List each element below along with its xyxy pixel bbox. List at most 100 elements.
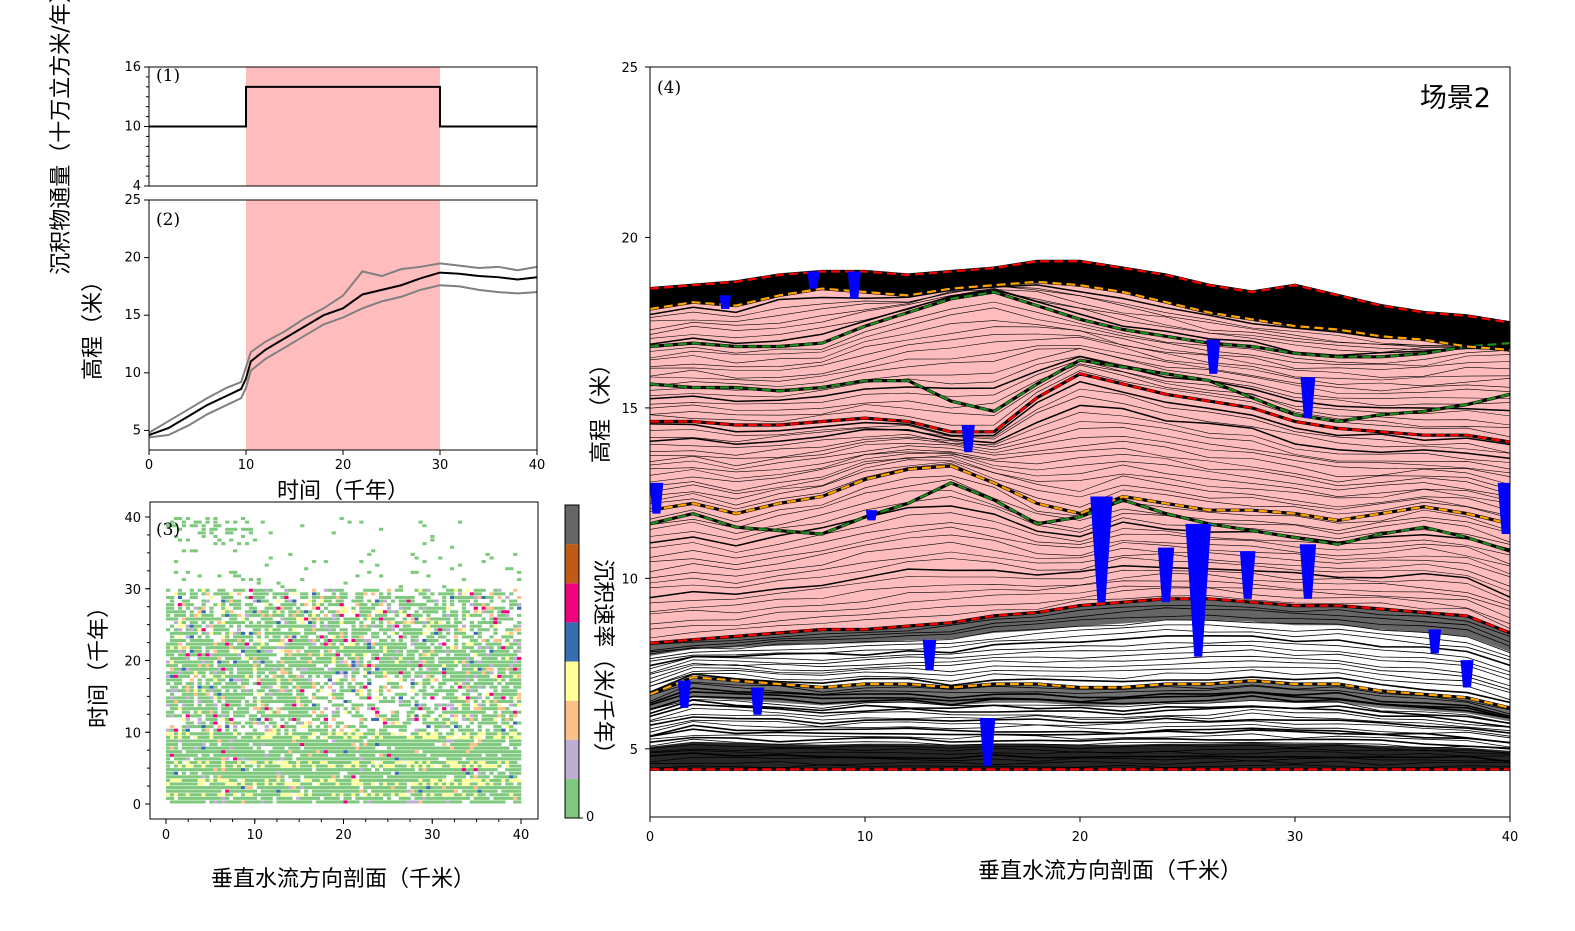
heatmap-cell xyxy=(272,771,277,775)
heatmap-cell xyxy=(473,660,478,664)
heatmap-cell xyxy=(434,628,439,632)
heatmap-cell xyxy=(229,778,234,782)
heatmap-cell xyxy=(473,778,478,782)
heatmap-cell xyxy=(193,653,198,657)
heatmap-cell xyxy=(296,721,301,725)
heatmap-cell xyxy=(256,628,261,632)
heatmap-cell xyxy=(177,800,183,804)
heatmap-cell xyxy=(304,743,309,747)
heatmap-cell xyxy=(410,778,415,782)
heatmap-cell xyxy=(382,699,388,704)
heatmap-cell xyxy=(517,793,522,797)
heatmap-cell xyxy=(450,610,455,614)
heatmap-cell xyxy=(284,603,289,607)
heatmap-cell xyxy=(469,628,474,632)
heatmap-cell xyxy=(473,735,478,739)
heatmap-cell xyxy=(434,750,439,754)
heatmap-cell xyxy=(335,635,340,639)
heatmap-cell xyxy=(244,646,250,650)
heatmap-cell xyxy=(335,710,340,714)
heatmap-cell xyxy=(473,703,478,707)
heatmap-cell xyxy=(240,577,246,582)
heatmap-cell xyxy=(473,606,478,610)
heatmap-cell xyxy=(177,635,183,639)
heatmap-cell xyxy=(450,613,455,617)
heatmap-cell xyxy=(252,760,258,764)
heatmap-cell xyxy=(430,617,435,621)
heatmap-cell xyxy=(434,782,439,786)
heatmap-cell xyxy=(256,689,261,693)
heatmap-cell xyxy=(169,599,175,603)
heatmap-cell xyxy=(221,753,226,757)
heatmap-cell xyxy=(237,603,242,607)
heatmap-cell xyxy=(386,653,392,657)
panel-3-ytick-label-0: 0 xyxy=(133,798,141,813)
heatmap-cell xyxy=(217,778,222,782)
heatmap-cell xyxy=(296,775,301,779)
heatmap-cell xyxy=(351,732,356,736)
heatmap-cell xyxy=(193,793,198,797)
heatmap-cell xyxy=(276,624,281,628)
heatmap-cell xyxy=(327,678,332,682)
heatmap-cell xyxy=(339,613,344,617)
heatmap-cell xyxy=(193,732,198,736)
heatmap-cell xyxy=(304,628,309,632)
heatmap-cell xyxy=(394,760,400,764)
heatmap-cell xyxy=(422,653,427,657)
heatmap-cell xyxy=(363,760,368,764)
heatmap-cell xyxy=(300,732,305,736)
heatmap-cell xyxy=(201,656,206,660)
heatmap-cell xyxy=(260,667,265,671)
heatmap-cell xyxy=(426,710,431,714)
heatmap-cell xyxy=(233,617,238,621)
heatmap-cell xyxy=(169,703,175,707)
heatmap-cell xyxy=(489,606,494,610)
heatmap-cell xyxy=(173,646,179,650)
heatmap-cell xyxy=(193,789,198,793)
heatmap-cell xyxy=(461,646,467,650)
heatmap-cell xyxy=(193,621,198,625)
heatmap-cell xyxy=(173,739,179,743)
heatmap-cell xyxy=(319,743,325,747)
heatmap-cell xyxy=(414,603,419,607)
heatmap-cell xyxy=(517,682,522,686)
heatmap-cell xyxy=(205,592,210,596)
heatmap-cell xyxy=(351,764,356,768)
heatmap-cell xyxy=(292,739,297,743)
heatmap-cell xyxy=(410,613,415,617)
heatmap-cell xyxy=(430,739,435,743)
heatmap-cell xyxy=(453,628,459,632)
stratum-line xyxy=(650,452,1510,497)
heatmap-cell xyxy=(229,667,234,671)
heatmap-cell xyxy=(229,685,234,689)
heatmap-cell xyxy=(473,699,478,704)
heatmap-cell xyxy=(497,664,502,668)
heatmap-cell xyxy=(229,760,234,764)
heatmap-cell xyxy=(371,592,376,596)
heatmap-cell xyxy=(418,739,423,743)
heatmap-cell xyxy=(252,735,258,739)
heatmap-cell xyxy=(233,796,238,800)
heatmap-cell xyxy=(225,635,230,639)
heatmap-cell xyxy=(422,638,427,643)
heatmap-cell xyxy=(367,778,372,782)
heatmap-cell xyxy=(339,682,344,686)
heatmap-cell xyxy=(497,800,502,804)
heatmap-cell xyxy=(469,743,474,747)
panel-4-xtick-label-3: 30 xyxy=(1287,830,1304,845)
heatmap-cell xyxy=(201,782,206,786)
heatmap-cell xyxy=(410,768,415,772)
heatmap-cell xyxy=(442,703,447,707)
heatmap-cell xyxy=(422,717,427,721)
heatmap-cell xyxy=(308,685,313,689)
stratum-line xyxy=(650,512,1510,556)
heatmap-cell xyxy=(300,796,305,800)
heatmap-cell xyxy=(213,789,218,793)
heatmap-cell xyxy=(327,782,332,786)
heatmap-cell xyxy=(327,642,332,646)
heatmap-cell xyxy=(513,800,518,804)
colorbar-segment-0 xyxy=(565,778,579,818)
heatmap-cell xyxy=(410,631,415,635)
heatmap-cell xyxy=(438,703,443,707)
heatmap-cell xyxy=(339,793,344,797)
